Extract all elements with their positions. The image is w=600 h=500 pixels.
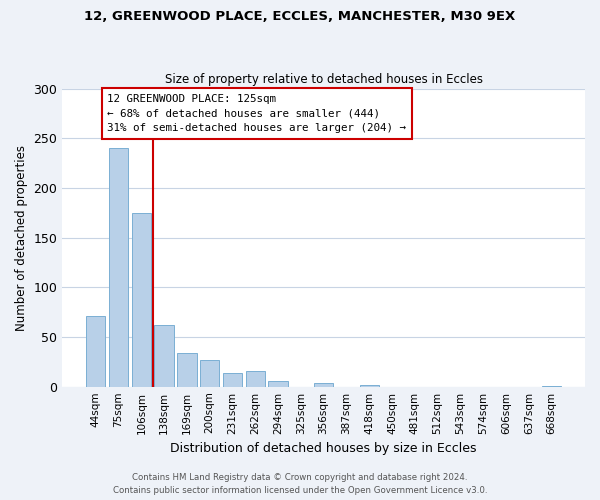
Bar [314,382,334,386]
Text: 12 GREENWOOD PLACE: 125sqm
← 68% of detached houses are smaller (444)
31% of sem: 12 GREENWOOD PLACE: 125sqm ← 68% of deta… [107,94,406,133]
Bar [245,371,265,386]
X-axis label: Distribution of detached houses by size in Eccles: Distribution of detached houses by size … [170,442,477,455]
Bar [109,148,128,386]
Bar [177,353,197,386]
Bar [200,360,220,386]
Bar [268,380,288,386]
Bar [86,316,106,386]
Bar [359,384,379,386]
Y-axis label: Number of detached properties: Number of detached properties [15,144,28,330]
Text: Contains HM Land Registry data © Crown copyright and database right 2024.
Contai: Contains HM Land Registry data © Crown c… [113,474,487,495]
Bar [131,213,151,386]
Text: 12, GREENWOOD PLACE, ECCLES, MANCHESTER, M30 9EX: 12, GREENWOOD PLACE, ECCLES, MANCHESTER,… [85,10,515,23]
Bar [223,373,242,386]
Bar [154,325,174,386]
Title: Size of property relative to detached houses in Eccles: Size of property relative to detached ho… [164,73,482,86]
